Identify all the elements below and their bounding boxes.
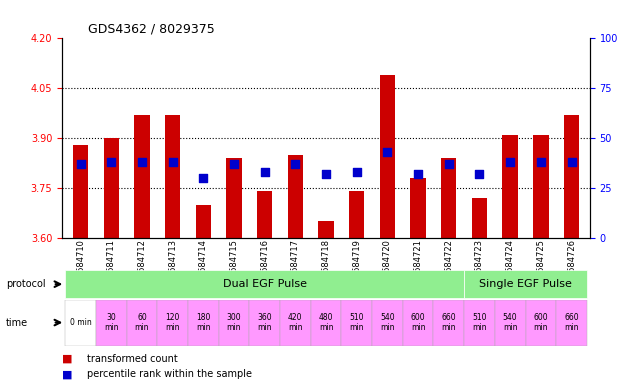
Text: 660
min: 660 min <box>564 313 579 332</box>
Bar <box>349 192 365 238</box>
Text: 30
min: 30 min <box>104 313 119 332</box>
Text: 510
min: 510 min <box>350 313 364 332</box>
FancyBboxPatch shape <box>464 270 587 298</box>
FancyBboxPatch shape <box>342 300 372 346</box>
Text: 180
min: 180 min <box>196 313 211 332</box>
Point <box>76 161 86 167</box>
Bar <box>134 115 150 238</box>
Text: 540
min: 540 min <box>380 313 395 332</box>
Point <box>168 159 178 165</box>
Bar <box>257 192 273 238</box>
Text: Single EGF Pulse: Single EGF Pulse <box>479 279 572 289</box>
Bar <box>379 75 395 238</box>
Point <box>137 159 147 165</box>
Bar <box>319 222 333 238</box>
Point <box>291 161 301 167</box>
Text: Dual EGF Pulse: Dual EGF Pulse <box>223 279 307 289</box>
Text: 0 min: 0 min <box>70 318 91 327</box>
FancyBboxPatch shape <box>403 300 433 346</box>
Point <box>536 159 546 165</box>
Bar <box>410 178 426 238</box>
Text: 420
min: 420 min <box>288 313 302 332</box>
FancyBboxPatch shape <box>433 300 464 346</box>
Bar <box>472 198 487 238</box>
FancyBboxPatch shape <box>464 300 495 346</box>
FancyBboxPatch shape <box>525 300 556 346</box>
Text: 600
min: 600 min <box>533 313 548 332</box>
Point <box>566 159 576 165</box>
Text: GDS4362 / 8029375: GDS4362 / 8029375 <box>89 23 215 36</box>
Point <box>505 159 515 165</box>
Bar <box>564 115 579 238</box>
Bar <box>165 115 180 238</box>
FancyBboxPatch shape <box>127 300 157 346</box>
Text: ■: ■ <box>62 354 73 364</box>
FancyBboxPatch shape <box>372 300 403 346</box>
Bar <box>533 135 548 238</box>
Text: ■: ■ <box>62 369 73 379</box>
FancyBboxPatch shape <box>157 300 188 346</box>
Bar <box>288 155 303 238</box>
Text: 540
min: 540 min <box>503 313 517 332</box>
Text: time: time <box>6 318 29 328</box>
Bar <box>502 135 518 238</box>
Point <box>198 175 208 181</box>
Point <box>106 159 116 165</box>
Bar <box>73 145 88 238</box>
FancyBboxPatch shape <box>249 300 280 346</box>
Point <box>474 171 484 177</box>
Text: 600
min: 600 min <box>410 313 425 332</box>
Point <box>383 149 392 155</box>
FancyBboxPatch shape <box>495 300 525 346</box>
Point <box>260 169 270 175</box>
Text: percentile rank within the sample: percentile rank within the sample <box>87 369 252 379</box>
Text: 60
min: 60 min <box>135 313 149 332</box>
FancyBboxPatch shape <box>219 300 249 346</box>
Text: 510
min: 510 min <box>472 313 487 332</box>
FancyBboxPatch shape <box>96 300 127 346</box>
Point <box>444 161 454 167</box>
Bar <box>441 158 456 238</box>
Bar <box>104 138 119 238</box>
Bar <box>226 158 242 238</box>
Point <box>321 171 331 177</box>
FancyBboxPatch shape <box>280 300 310 346</box>
FancyBboxPatch shape <box>65 270 464 298</box>
FancyBboxPatch shape <box>188 300 219 346</box>
Text: 360
min: 360 min <box>257 313 272 332</box>
Point <box>229 161 239 167</box>
FancyBboxPatch shape <box>310 300 342 346</box>
Text: 300
min: 300 min <box>227 313 242 332</box>
Text: 120
min: 120 min <box>165 313 180 332</box>
Text: 660
min: 660 min <box>442 313 456 332</box>
Point <box>413 171 423 177</box>
FancyBboxPatch shape <box>556 300 587 346</box>
Bar <box>196 205 211 238</box>
FancyBboxPatch shape <box>65 300 96 346</box>
Text: 480
min: 480 min <box>319 313 333 332</box>
Text: protocol: protocol <box>6 279 46 289</box>
Point <box>351 169 361 175</box>
Text: transformed count: transformed count <box>87 354 178 364</box>
